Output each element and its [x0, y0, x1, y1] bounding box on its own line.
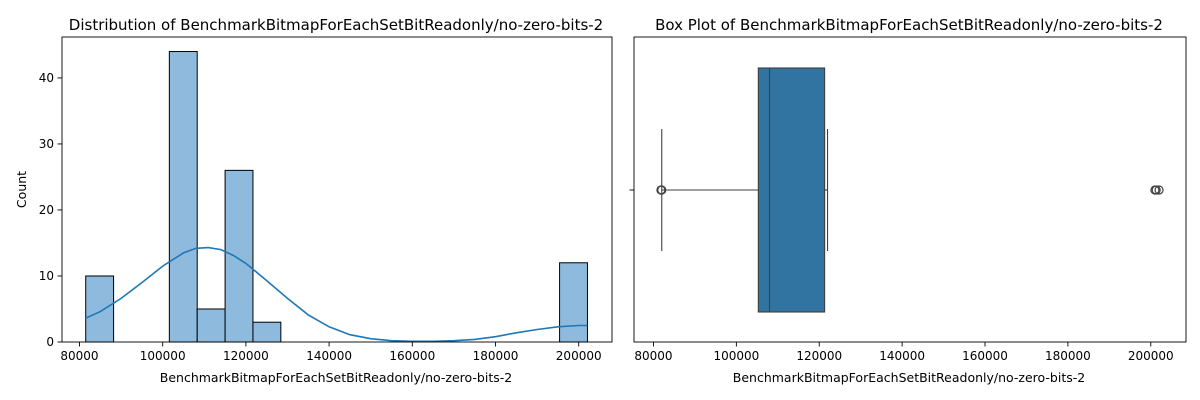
histogram-y-tick-label: 40: [39, 71, 54, 85]
histogram-x-tick-label: 200000: [556, 349, 602, 363]
histogram-x-tick-label: 180000: [473, 349, 519, 363]
outlier-point: [657, 185, 667, 195]
histogram-x-tick-label: 120000: [223, 349, 269, 363]
histogram-x-tick-label: 80000: [60, 349, 98, 363]
histogram-y-tick-label: 10: [39, 269, 54, 283]
histogram-panel: Distribution of BenchmarkBitmapForEachSe…: [14, 16, 613, 385]
histogram-bar: [168, 51, 198, 343]
boxplot-x-tick-label: 120000: [796, 349, 842, 363]
histogram-axes-frame: [61, 36, 613, 343]
histogram-x-tick-label: 160000: [389, 349, 435, 363]
histogram-y-tick-label: 20: [39, 203, 54, 217]
outlier-point: [1154, 185, 1164, 195]
boxplot-x-tick-label: 200000: [1128, 349, 1174, 363]
boxplot-x-tick-label: 180000: [1045, 349, 1091, 363]
histogram-bar: [224, 169, 254, 343]
histogram-y-ticks: 0 10 20 30 40: [39, 71, 62, 349]
histogram-x-ticks: 80000 100000 120000 140000 160000 180000 20000…: [60, 342, 602, 363]
histogram-y-label: Count: [14, 171, 29, 208]
boxplot-x-tick-label: 140000: [879, 349, 925, 363]
histogram-y-tick-label: 30: [39, 137, 54, 151]
kde-curve: [85, 246, 588, 343]
boxplot-axes-frame: [633, 36, 1187, 343]
histogram-bar: [559, 262, 588, 343]
histogram-bar: [252, 321, 282, 343]
histogram-x-tick-label: 100000: [140, 349, 186, 363]
boxplot-panel: Box Plot of BenchmarkBitmapForEachSetBit…: [629, 16, 1187, 385]
histogram-y-tick-label: 0: [46, 335, 54, 349]
histogram-bar: [85, 275, 115, 343]
histogram-bars: [85, 51, 588, 343]
boxplot-x-tick-label: 80000: [634, 349, 672, 363]
histogram-x-tick-label: 140000: [306, 349, 352, 363]
boxplot-x-ticks: 80000 100000 120000 140000 160000 180000 20000…: [634, 342, 1174, 363]
outlier-point: [1151, 185, 1161, 195]
histogram-bar: [196, 308, 226, 343]
boxplot-x-tick-label: 100000: [713, 349, 759, 363]
histogram-x-label: BenchmarkBitmapForEachSetBitReadonly/no-…: [160, 370, 512, 385]
boxplot-x-tick-label: 160000: [962, 349, 1008, 363]
boxplot-title: Box Plot of BenchmarkBitmapForEachSetBit…: [655, 16, 1163, 34]
boxplot-marks: [656, 67, 1164, 313]
interquartile-box: [757, 67, 826, 313]
histogram-title: Distribution of BenchmarkBitmapForEachSe…: [69, 16, 603, 34]
boxplot-x-label: BenchmarkBitmapForEachSetBitReadonly/no-…: [733, 370, 1085, 385]
